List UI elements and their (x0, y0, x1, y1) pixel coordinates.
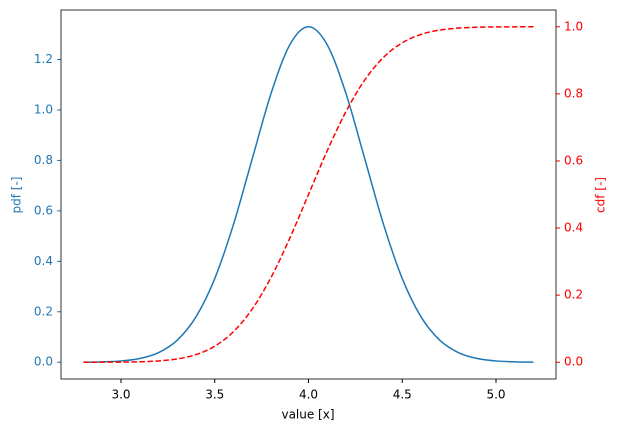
series-line (83, 26, 534, 363)
y-tick-label: 1.2 (34, 52, 53, 66)
x-tick-label: 5.0 (486, 388, 505, 402)
x-tick-label: 4.5 (393, 388, 412, 402)
y2-tick-label: 0.0 (564, 355, 583, 369)
y2-axis-label: cdf [-] (594, 177, 608, 213)
y-tick-label: 0.6 (34, 203, 53, 217)
x-axis-label: value [x] (281, 408, 334, 422)
y-tick-label: 0.8 (34, 153, 53, 167)
y2-tick-label: 0.6 (564, 153, 583, 167)
y2-tick-label: 0.8 (564, 86, 583, 100)
y-tick-label: 0.0 (34, 355, 53, 369)
y-tick-label: 0.4 (34, 254, 53, 268)
plot-frame (60, 9, 557, 380)
y-tick-label: 0.2 (34, 304, 53, 318)
y2-tick-label: 0.2 (564, 288, 583, 302)
x-tick-label: 3.0 (111, 388, 130, 402)
y2-tick-label: 0.4 (564, 221, 583, 235)
x-tick-label: 3.5 (205, 388, 224, 402)
y-tick-label: 1.0 (34, 102, 53, 116)
x-tick-label: 4.0 (299, 388, 318, 402)
series-line (83, 26, 534, 363)
y2-tick-label: 1.0 (564, 19, 583, 33)
y-axis-label: pdf [-] (10, 177, 24, 214)
